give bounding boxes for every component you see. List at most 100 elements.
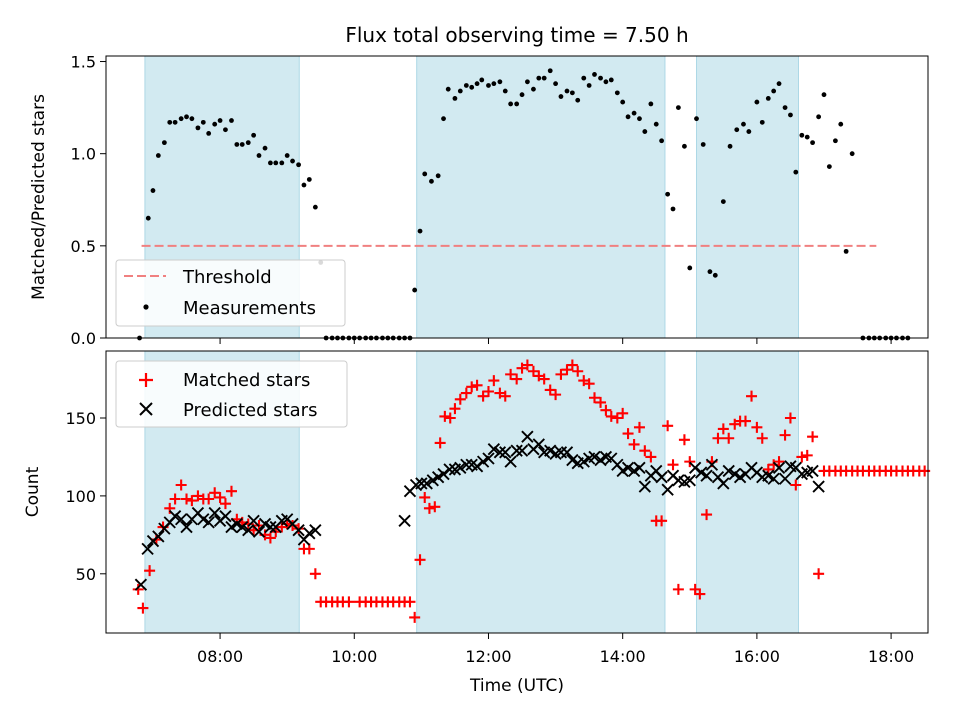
- measurement-point: [564, 88, 570, 94]
- legend-matched-swatch: [139, 373, 153, 387]
- measurement-point: [301, 182, 307, 188]
- measurement-point: [782, 105, 788, 111]
- top-shaded-interval: [695, 55, 799, 339]
- x-tick-label: 16:00: [734, 647, 780, 666]
- measurement-point: [816, 114, 822, 120]
- predicted-star-point: [767, 472, 780, 485]
- matched-star-point: [701, 509, 713, 521]
- x-tick-label: 18:00: [868, 647, 914, 666]
- measurement-point: [759, 119, 765, 125]
- legend-measurements-label: Measurements: [183, 298, 316, 319]
- predicted-star-point: [588, 450, 601, 464]
- measurement-point: [245, 140, 251, 146]
- top-y-tick-label: 1.0: [71, 145, 96, 164]
- matched-star-point: [466, 381, 478, 393]
- matched-star-point: [414, 554, 426, 566]
- measurement-point: [586, 83, 592, 88]
- measurement-point: [547, 68, 553, 74]
- measurement-point: [200, 119, 206, 125]
- predicted-star-point: [174, 513, 188, 526]
- measurement-point: [223, 127, 228, 133]
- measurement-point: [536, 75, 542, 81]
- measurement-point: [598, 75, 603, 81]
- measurement-point: [422, 171, 428, 177]
- matched-star-point: [521, 359, 533, 371]
- predicted-star-point: [661, 483, 674, 496]
- matched-star-point: [712, 432, 724, 444]
- bottom-y-tick-label: 50: [76, 565, 96, 584]
- matched-star-point: [751, 421, 763, 433]
- predicted-star-point: [717, 477, 730, 490]
- measurement-point: [707, 269, 713, 275]
- bottom-y-ticks: 50 100 150: [65, 409, 106, 584]
- measurement-point: [262, 145, 268, 151]
- measurement-point: [799, 132, 805, 138]
- measurement-point: [514, 101, 520, 107]
- measurement-point: [172, 119, 178, 125]
- measurement-point: [290, 158, 295, 164]
- predicted-star-point: [705, 458, 719, 471]
- measurement-point: [457, 88, 463, 94]
- matched-star-point: [801, 449, 813, 461]
- measurement-point: [694, 116, 699, 122]
- matched-star-point: [423, 502, 435, 514]
- bottom-axes-frame: [105, 350, 929, 634]
- predicted-star-point: [454, 461, 467, 475]
- x-tick-label: 10:00: [331, 647, 377, 666]
- matched-star-point: [404, 596, 416, 608]
- measurement-point: [519, 92, 525, 98]
- measurement-point: [296, 162, 301, 168]
- measurement-point: [161, 140, 167, 146]
- matched-star-point: [639, 445, 651, 457]
- matched-star-point: [169, 493, 181, 505]
- matched-star-point: [499, 390, 511, 402]
- matched-star-point: [672, 583, 684, 595]
- legend-threshold-label: Threshold: [182, 267, 272, 288]
- predicted-star-point: [309, 523, 322, 537]
- matched-star-point: [756, 432, 768, 444]
- measurement-point: [849, 151, 855, 157]
- measurement-point: [491, 81, 497, 87]
- predicted-star-point: [700, 469, 713, 482]
- legend-measurements-swatch: [143, 304, 149, 310]
- measurement-point: [234, 142, 240, 147]
- measurement-point: [435, 173, 441, 179]
- measurement-point: [771, 88, 777, 94]
- matched-star-point: [595, 396, 607, 408]
- measurement-point: [206, 131, 212, 136]
- predicted-star-point: [487, 442, 501, 456]
- predicted-star-point: [180, 520, 193, 534]
- matched-star-point: [303, 543, 315, 555]
- measurement-point: [474, 81, 480, 87]
- measurement-point: [412, 287, 418, 293]
- predicted-star-point: [621, 461, 635, 475]
- predicted-star-point: [236, 520, 249, 534]
- measurement-point: [687, 265, 693, 271]
- x-tick-label: 14:00: [600, 647, 646, 666]
- matched-star-point: [622, 428, 634, 440]
- predicted-star-point: [560, 446, 574, 459]
- predicted-star-point: [683, 474, 696, 487]
- x-tick-label: 08:00: [197, 647, 243, 666]
- measurement-point: [804, 134, 810, 140]
- measurement-point: [637, 116, 642, 122]
- bottom-y-axis-label: Count: [23, 466, 43, 517]
- top-y-ticks: 0.0 0.5 1.0 1.5: [71, 53, 106, 348]
- predicted-star-point: [633, 461, 646, 475]
- measurement-point: [239, 142, 245, 147]
- top-shaded-intervals: [144, 55, 799, 339]
- matched-star-point: [471, 379, 483, 391]
- measurement-point: [592, 72, 597, 77]
- matched-star-point: [419, 491, 431, 503]
- predicted-star-point: [493, 446, 507, 459]
- predicted-star-point: [806, 464, 819, 478]
- predicted-star-point: [778, 472, 792, 485]
- measurement-point: [765, 95, 771, 101]
- predicted-star-point: [460, 458, 473, 471]
- predicted-star-point: [415, 477, 428, 490]
- predicted-star-point: [437, 467, 450, 481]
- measurement-point: [445, 86, 451, 92]
- predicted-star-point: [152, 530, 165, 543]
- measurement-point: [625, 114, 631, 120]
- measurement-point: [700, 142, 706, 147]
